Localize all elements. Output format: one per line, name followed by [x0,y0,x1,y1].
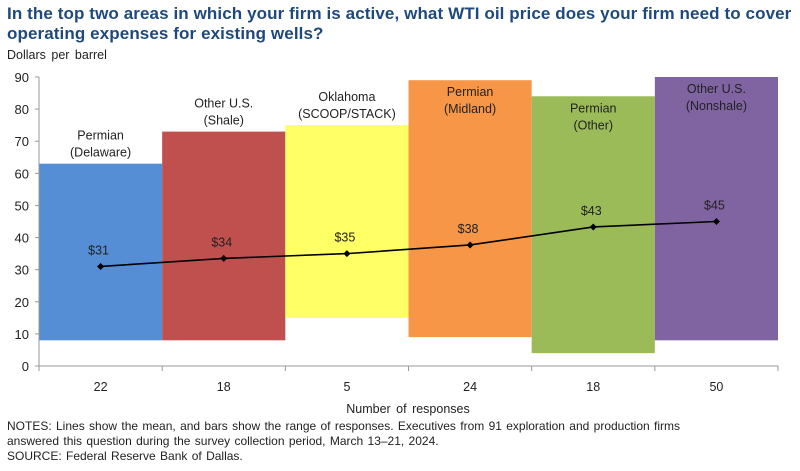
mean-marker [343,250,351,258]
area-label-line2: (SCOOP/STACK) [298,107,396,121]
x-tick-label: 24 [463,380,477,394]
area-label-line1: Permian [77,129,124,143]
y-tick-label: 50 [15,198,29,213]
y-tick-label: 10 [15,327,29,342]
mean-marker [97,262,105,270]
area-label-line1: Permian [447,85,494,99]
chart-canvas: Permian (Delaware) Other U.S. (Shale) Oklaho… [15,70,779,416]
mean-data-label: $35 [334,231,355,245]
chart-title: In the top two areas in which your firm … [7,4,792,43]
x-axis-title: Number of responses [346,402,470,416]
notes-line-2: answered this question during the survey… [7,434,439,448]
range-bar [654,77,778,341]
mean-data-label: $34 [211,235,232,249]
range-bar [39,163,163,341]
mean-marker [589,223,597,231]
range-bar [408,80,532,338]
area-label-line1: Other U.S. [687,82,746,96]
range-bars [39,77,778,354]
mean-marker [220,254,228,262]
axes: 22 18 5 24 18 50 0 10 20 30 40 50 60 70 80 90 [15,70,779,394]
mean-marker [712,218,720,225]
area-label-line2: (Midland) [444,102,496,116]
area-label-line2: (Shale) [204,114,244,128]
x-tick-label: 5 [343,380,350,394]
range-bar [285,125,409,318]
y-tick-label: 60 [15,166,29,181]
y-tick-label: 20 [15,295,29,310]
area-label-line2: (Other) [573,118,613,132]
source-line: SOURCE: Federal Reserve Bank of Dallas. [7,449,243,463]
x-tick-label: 18 [217,380,231,394]
x-tick-label: 22 [94,380,108,394]
mean-marker [466,241,474,249]
y-tick-label: 30 [15,263,29,278]
area-label-line1: Permian [570,101,617,115]
y-tick-label: 70 [15,134,29,149]
x-tick-label: 50 [709,380,723,394]
x-tick-label: 18 [586,380,600,394]
y-tick-label: 80 [15,102,29,117]
area-label-line2: (Delaware) [70,146,131,160]
area-label-line2: (Nonshale) [686,99,747,113]
mean-data-label: $38 [458,222,479,236]
range-bar [162,131,286,341]
mean-data-label: $43 [581,204,602,218]
mean-line-group: $31 $34 $35 $38 $43 $45 [88,199,725,270]
notes-line-1: NOTES: Lines show the mean, and bars sho… [7,419,681,433]
y-tick-label: 90 [15,70,29,85]
area-label-line1: Other U.S. [194,97,253,111]
notes-block: NOTES: Lines show the mean, and bars sho… [7,419,797,464]
area-labels: Permian (Delaware) Other U.S. (Shale) Oklaho… [70,82,747,160]
y-tick-label: 40 [15,231,29,246]
mean-data-label: $31 [88,243,109,257]
y-axis-unit-label: Dollars per barrel [7,48,107,62]
mean-data-label: $45 [704,199,725,213]
mean-line [100,220,717,268]
area-label-line1: Oklahoma [318,90,375,104]
y-tick-label: 0 [22,359,29,374]
